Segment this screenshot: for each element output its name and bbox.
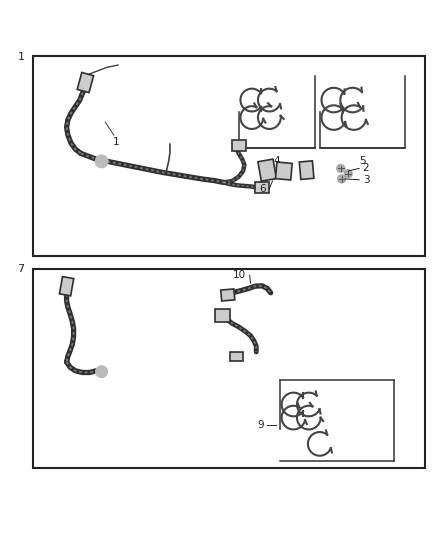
Circle shape <box>344 169 352 177</box>
Bar <box>77 72 94 93</box>
Circle shape <box>338 175 346 183</box>
Text: 6: 6 <box>259 183 266 193</box>
Bar <box>33 269 425 468</box>
Circle shape <box>95 155 108 167</box>
Text: 2: 2 <box>363 164 369 173</box>
Text: 3: 3 <box>363 175 369 185</box>
Text: 1: 1 <box>18 52 25 62</box>
Text: 7: 7 <box>18 264 25 274</box>
Bar <box>232 140 246 151</box>
Bar <box>230 352 243 361</box>
Text: 9: 9 <box>257 420 264 430</box>
Text: 5: 5 <box>359 156 366 166</box>
Bar <box>221 289 235 301</box>
Bar <box>33 56 425 255</box>
Text: 4: 4 <box>274 156 280 166</box>
Bar <box>255 182 269 193</box>
Bar <box>215 310 230 322</box>
Circle shape <box>96 366 107 377</box>
Text: 10: 10 <box>233 270 246 280</box>
Bar <box>60 277 74 296</box>
Bar <box>299 161 314 180</box>
Bar <box>258 159 276 181</box>
Bar <box>276 162 292 180</box>
Text: 1: 1 <box>113 137 120 147</box>
Circle shape <box>337 165 345 172</box>
